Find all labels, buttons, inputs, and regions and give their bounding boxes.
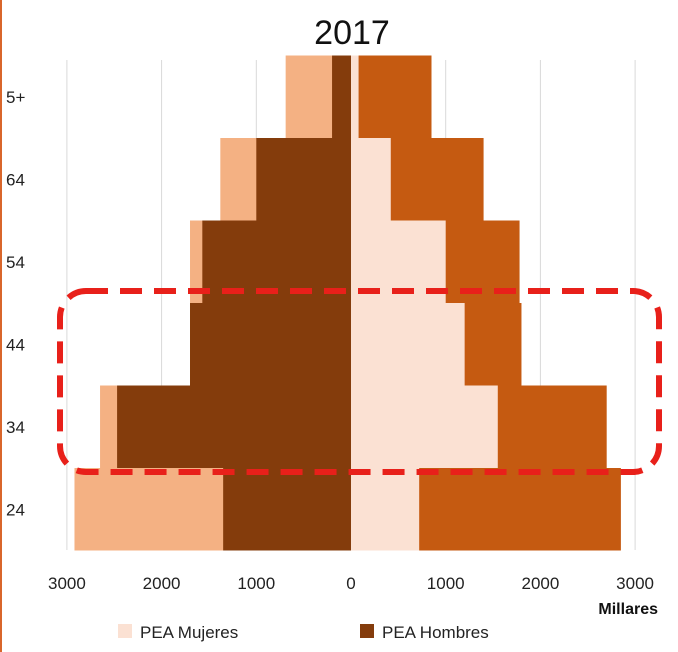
legend-label-pea-mujeres: PEA Mujeres xyxy=(140,623,238,642)
legend-swatch-pea-hombres xyxy=(360,624,374,638)
x-tick-6: 3000 xyxy=(616,574,654,593)
y-label-2: 44 xyxy=(6,335,25,354)
bar-pea-mujeres-34 xyxy=(351,385,498,468)
bar-pea-mujeres-24 xyxy=(351,468,420,551)
legend: PEA Mujeres PEA Hombres xyxy=(118,623,489,642)
y-label-3: 54 xyxy=(6,253,25,272)
y-label-5: 5+ xyxy=(6,88,25,107)
bar-pea-mujeres-44 xyxy=(351,303,465,386)
bar-outer-right-5+ xyxy=(351,55,432,138)
bars xyxy=(74,55,621,551)
y-label-1: 34 xyxy=(6,418,25,437)
bar-pea-hombres-44 xyxy=(190,303,351,386)
bar-pea-hombres-64 xyxy=(256,138,351,221)
chart-title: 2017 xyxy=(314,14,390,52)
legend-label-pea-hombres: PEA Hombres xyxy=(382,623,489,642)
x-axis-tick-labels: 3000 2000 1000 0 1000 2000 3000 xyxy=(48,574,654,593)
bar-pea-hombres-5+ xyxy=(332,55,351,138)
x-tick-1: 2000 xyxy=(143,574,181,593)
bar-pea-mujeres-5+ xyxy=(351,55,359,138)
highlight-annotation-box xyxy=(57,288,662,475)
legend-swatch-pea-mujeres xyxy=(118,624,132,638)
y-label-4: 64 xyxy=(6,170,25,189)
x-axis-unit-label: Millares xyxy=(598,601,658,618)
bar-pea-hombres-34 xyxy=(117,385,351,468)
y-label-0: 24 xyxy=(6,500,25,519)
bar-pea-mujeres-64 xyxy=(351,138,391,221)
left-border-line xyxy=(0,0,2,652)
y-axis-labels: 24 34 44 54 64 5+ xyxy=(6,88,25,520)
x-tick-3: 0 xyxy=(346,574,355,593)
bar-pea-hombres-24 xyxy=(223,468,351,551)
x-tick-5: 2000 xyxy=(521,574,559,593)
x-tick-0: 3000 xyxy=(48,574,86,593)
x-tick-2: 1000 xyxy=(237,574,275,593)
x-tick-4: 1000 xyxy=(427,574,465,593)
